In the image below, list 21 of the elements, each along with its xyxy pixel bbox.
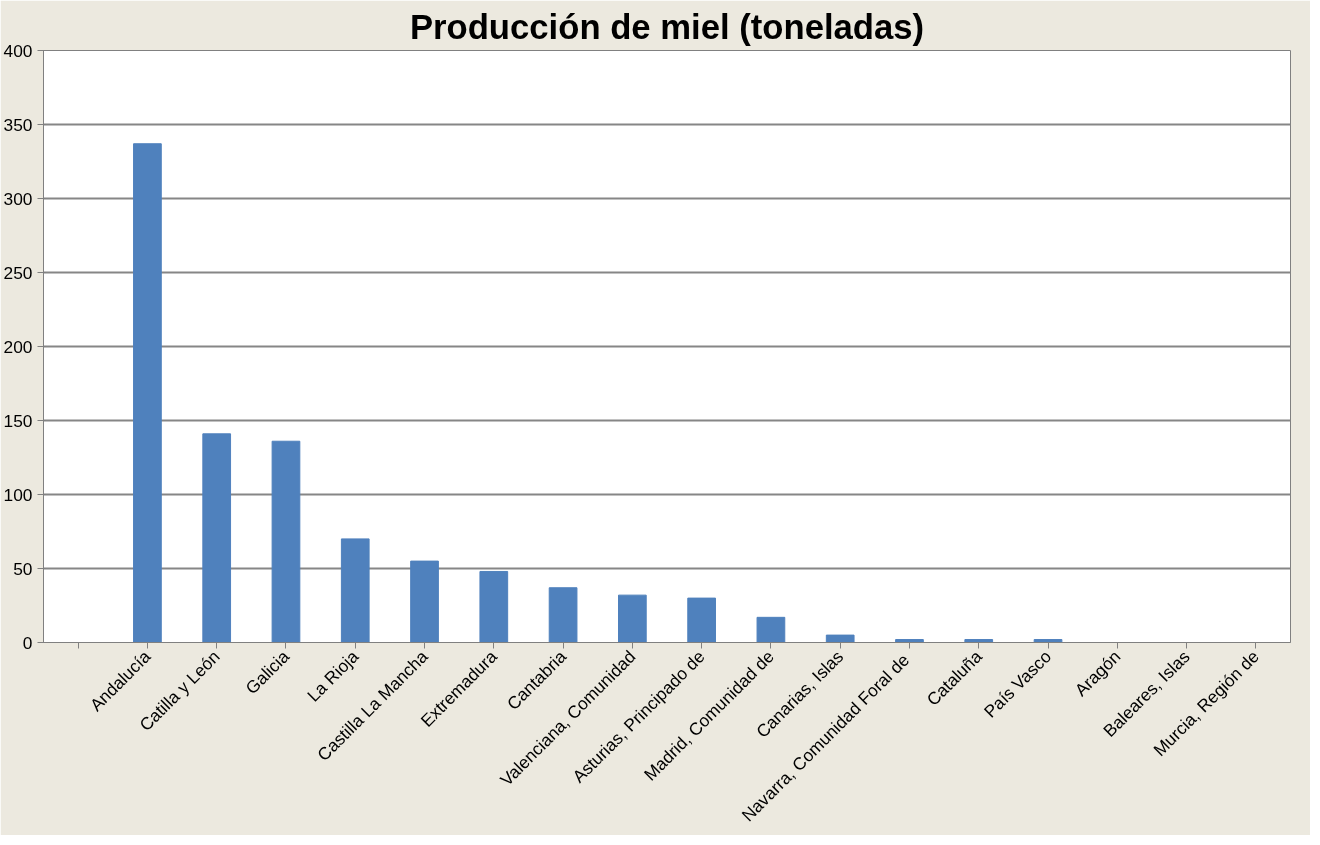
bar (479, 570, 509, 643)
bar (202, 433, 232, 643)
bar (756, 616, 786, 643)
chart-title: Producción de miel (toneladas) (409, 7, 925, 46)
bar (618, 594, 647, 643)
bar (271, 440, 301, 643)
y-tick-label: 250 (3, 262, 33, 283)
bar (825, 634, 855, 643)
bar (548, 587, 578, 643)
y-tick-label: 350 (3, 114, 33, 135)
bar (340, 538, 370, 643)
y-tick-label: 300 (3, 188, 33, 209)
bar (133, 143, 162, 643)
bar (410, 560, 439, 643)
y-tick-label: 0 (22, 632, 33, 653)
y-tick-label: 50 (13, 558, 33, 579)
y-tick-label: 400 (3, 40, 33, 61)
y-tick-label: 200 (3, 336, 33, 357)
y-tick-label: 150 (3, 410, 33, 431)
bar (687, 597, 716, 643)
y-tick-label: 100 (3, 484, 33, 505)
